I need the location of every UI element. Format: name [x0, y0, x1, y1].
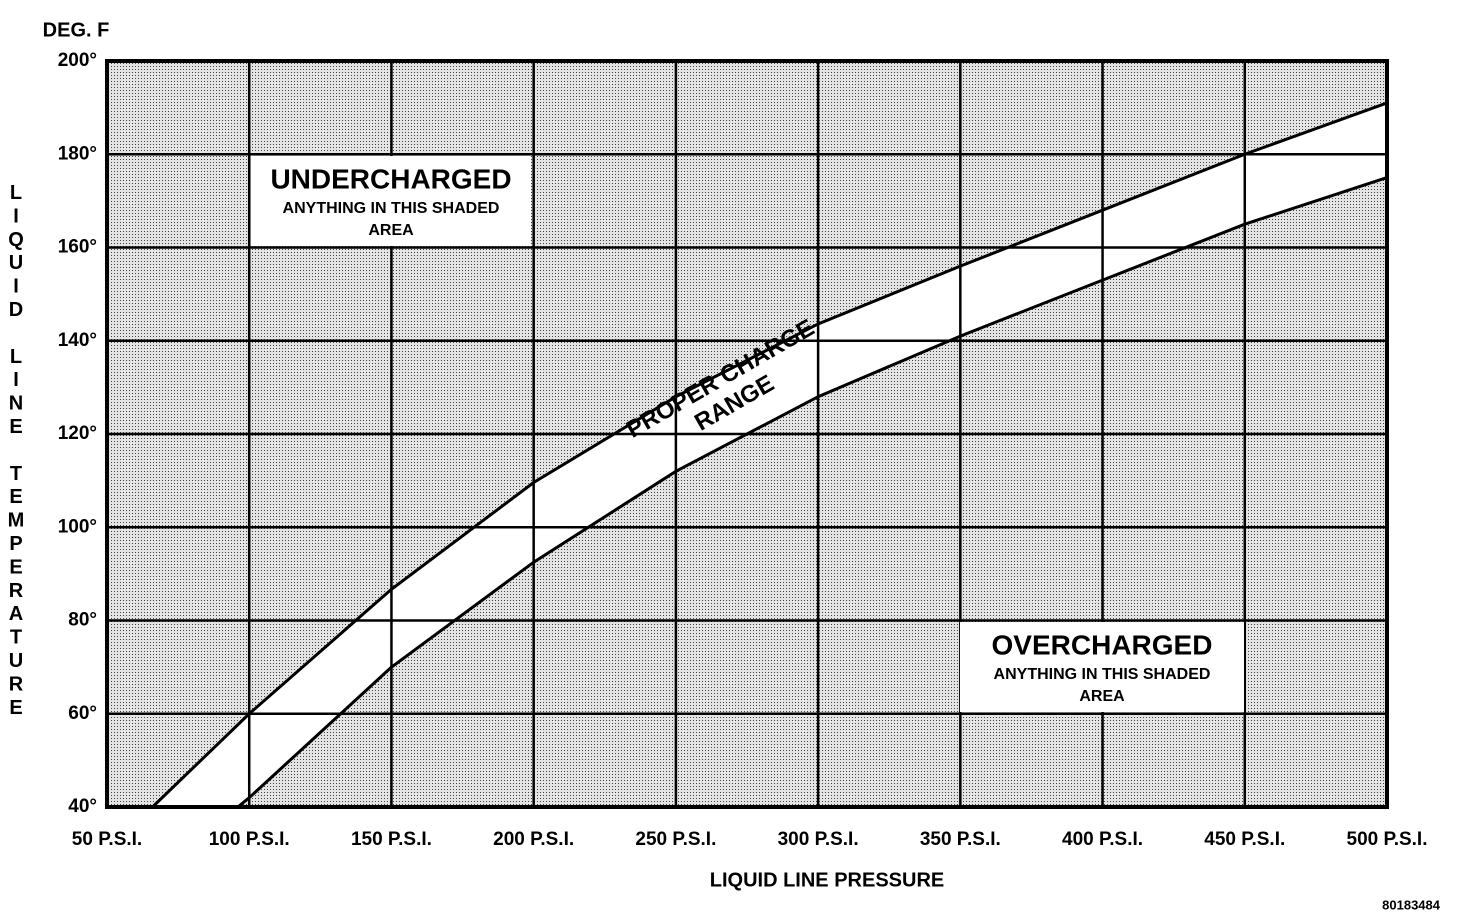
boundary-line [236, 176, 1388, 809]
x-tick-label: 200 P.S.I. [493, 829, 574, 850]
x-tick-label: 100 P.S.I. [209, 829, 290, 850]
annotation-text: ANYTHING IN THIS SHADED [994, 666, 1211, 683]
annotation-text: ANYTHING IN THIS SHADED [283, 200, 500, 217]
x-tick-label: 250 P.S.I. [635, 829, 716, 850]
x-tick-label: 300 P.S.I. [778, 829, 859, 850]
annotation-text: AREA [368, 222, 414, 239]
y-tick-label: 120° [58, 423, 97, 444]
plot-frame [105, 59, 1389, 809]
x-tick-label: 50 P.S.I. [72, 829, 142, 850]
y-axis-title: LIQUID LINE TEMPERATURE [5, 182, 27, 720]
annotation-title: UNDERCHARGED [270, 163, 511, 194]
figure-code: 80183484 [1382, 897, 1441, 912]
y-tick-label: 200° [58, 50, 97, 71]
annotation-box [251, 156, 531, 246]
annotation-title: OVERCHARGED [992, 629, 1213, 660]
y-tick-label: 40° [68, 796, 97, 817]
y-unit-label: DEG. F [43, 19, 110, 41]
x-tick-label: 150 P.S.I. [351, 829, 432, 850]
y-tick-label: 60° [68, 703, 97, 724]
x-tick-label: 450 P.S.I. [1204, 829, 1285, 850]
y-tick-label: 140° [58, 330, 97, 351]
annotation-text: AREA [1079, 688, 1125, 705]
boundary-line [151, 101, 1388, 809]
x-axis-title: LIQUID LINE PRESSURE [710, 869, 944, 891]
x-tick-label: 500 P.S.I. [1347, 829, 1428, 850]
x-tick-label: 400 P.S.I. [1062, 829, 1143, 850]
x-tick-label: 350 P.S.I. [920, 829, 1001, 850]
y-tick-label: 100° [58, 516, 97, 537]
annotation-box [960, 622, 1244, 712]
y-tick-label: 180° [58, 143, 97, 164]
y-tick-label: 80° [68, 610, 97, 631]
y-tick-label: 160° [58, 237, 97, 258]
